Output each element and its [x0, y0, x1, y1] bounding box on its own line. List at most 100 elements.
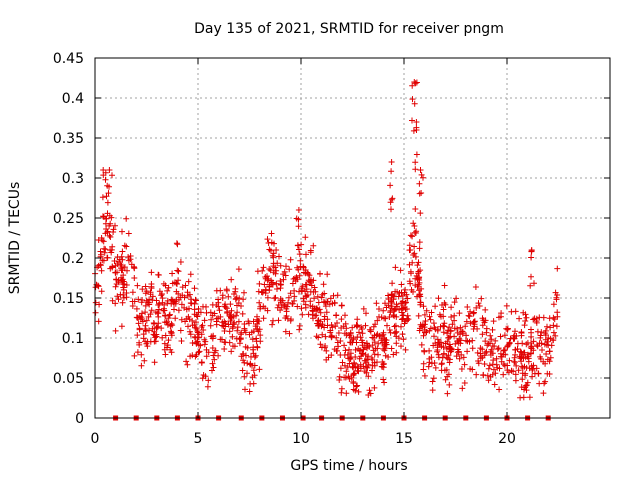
data-point	[547, 335, 554, 342]
data-point	[289, 300, 296, 307]
data-point	[283, 263, 289, 270]
data-point	[512, 371, 519, 378]
data-point	[125, 230, 132, 237]
data-point	[120, 286, 127, 293]
data-point	[485, 377, 492, 384]
data-point	[472, 284, 479, 290]
data-point	[256, 366, 263, 373]
data-point	[119, 228, 125, 235]
data-point	[485, 365, 492, 372]
data-point	[306, 278, 313, 285]
data-point	[410, 220, 417, 227]
data-point	[470, 326, 477, 332]
data-point	[413, 124, 420, 131]
data-point	[212, 347, 219, 354]
data-point	[175, 307, 182, 314]
data-point	[523, 387, 530, 394]
data-point	[168, 330, 175, 337]
data-point	[345, 373, 352, 380]
data-point	[115, 296, 122, 303]
data-point	[374, 317, 381, 324]
data-point	[415, 312, 422, 319]
data-point	[121, 281, 128, 288]
data-point	[416, 180, 423, 187]
data-point	[279, 297, 286, 304]
data-point	[100, 214, 107, 220]
data-point	[123, 215, 130, 222]
x-tick-label: 15	[395, 431, 413, 447]
data-point	[178, 316, 185, 323]
data-point	[202, 338, 209, 345]
y-tick-label: 0.25	[53, 211, 84, 227]
data-point	[95, 283, 102, 290]
data-point	[533, 365, 540, 372]
data-point	[319, 331, 326, 338]
data-point	[112, 300, 119, 307]
data-point	[283, 308, 290, 315]
data-point	[478, 295, 485, 302]
data-point	[542, 327, 549, 334]
data-point	[177, 327, 184, 334]
data-point	[256, 299, 263, 306]
x-tick-label: 5	[194, 431, 203, 447]
data-point	[324, 322, 331, 329]
data-point	[388, 303, 395, 310]
data-point	[412, 206, 419, 212]
data-point	[270, 263, 277, 270]
data-point	[305, 271, 312, 277]
data-point	[260, 315, 267, 322]
data-point	[254, 344, 261, 351]
data-point	[446, 381, 453, 388]
data-point	[262, 305, 269, 312]
data-point	[108, 246, 115, 253]
data-point	[479, 322, 486, 329]
data-point	[138, 362, 145, 369]
data-point	[431, 333, 437, 340]
data-point	[121, 264, 128, 271]
data-point	[250, 346, 257, 353]
data-point	[473, 304, 480, 311]
data-point	[123, 243, 130, 250]
data-point	[446, 324, 453, 331]
data-point	[156, 306, 162, 313]
data-point	[456, 355, 463, 362]
data-point	[412, 166, 419, 173]
data-point	[483, 329, 490, 336]
data-point	[479, 346, 486, 353]
data-point	[385, 296, 392, 303]
data-point	[454, 349, 461, 356]
data-point	[416, 245, 423, 252]
data-point	[254, 313, 260, 320]
data-point	[407, 232, 414, 239]
data-point	[162, 351, 169, 358]
data-point	[415, 268, 422, 275]
data-point	[411, 223, 418, 229]
data-point	[374, 331, 381, 338]
data-point	[416, 275, 422, 282]
data-point	[120, 294, 127, 301]
data-point	[412, 253, 419, 260]
data-point	[332, 323, 339, 330]
data-point	[409, 259, 416, 266]
data-point	[291, 293, 298, 300]
data-point	[520, 394, 527, 401]
data-point	[540, 314, 547, 321]
data-point	[519, 376, 526, 383]
data-point	[435, 295, 442, 302]
data-point	[195, 349, 202, 356]
data-point	[350, 372, 357, 379]
y-tick-label: 0.1	[62, 331, 84, 347]
data-point	[529, 373, 536, 380]
data-point	[342, 347, 349, 354]
data-point	[406, 242, 413, 249]
data-point	[446, 345, 453, 351]
data-point	[346, 355, 353, 362]
data-point	[539, 347, 545, 353]
data-point	[107, 265, 114, 272]
data-point	[282, 315, 289, 321]
data-point	[500, 347, 507, 354]
data-point	[481, 361, 488, 367]
data-point	[454, 338, 461, 345]
data-point	[318, 294, 325, 301]
data-point	[239, 310, 246, 317]
